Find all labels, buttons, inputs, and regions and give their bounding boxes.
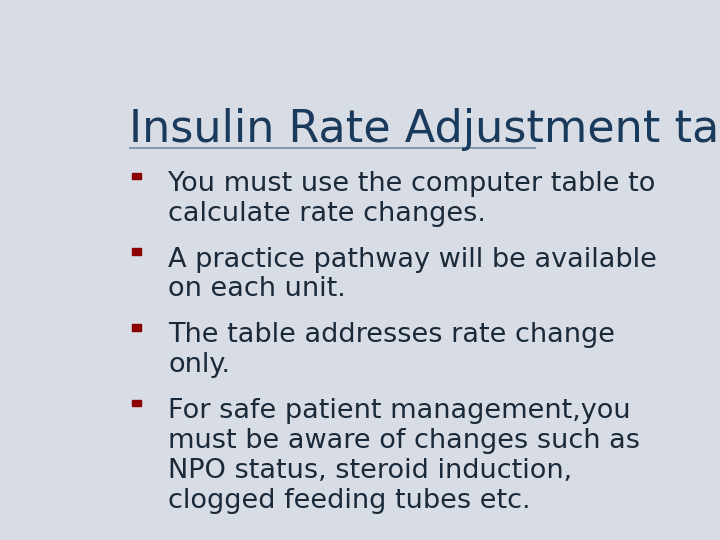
Text: calculate rate changes.: calculate rate changes.: [168, 201, 486, 227]
FancyBboxPatch shape: [132, 173, 140, 179]
Text: You must use the computer table to: You must use the computer table to: [168, 171, 655, 197]
Text: The table addresses rate change: The table addresses rate change: [168, 322, 615, 348]
Text: NPO status, steroid induction,: NPO status, steroid induction,: [168, 458, 572, 484]
Text: Insulin Rate Adjustment table: Insulin Rate Adjustment table: [129, 109, 720, 151]
Text: on each unit.: on each unit.: [168, 276, 346, 302]
Text: A practice pathway will be available: A practice pathway will be available: [168, 246, 657, 273]
FancyBboxPatch shape: [132, 248, 140, 255]
Text: For safe patient management,you: For safe patient management,you: [168, 398, 631, 424]
Text: clogged feeding tubes etc.: clogged feeding tubes etc.: [168, 488, 531, 514]
Text: must be aware of changes such as: must be aware of changes such as: [168, 428, 640, 454]
FancyBboxPatch shape: [132, 400, 140, 406]
Text: only.: only.: [168, 352, 230, 378]
FancyBboxPatch shape: [132, 324, 140, 330]
